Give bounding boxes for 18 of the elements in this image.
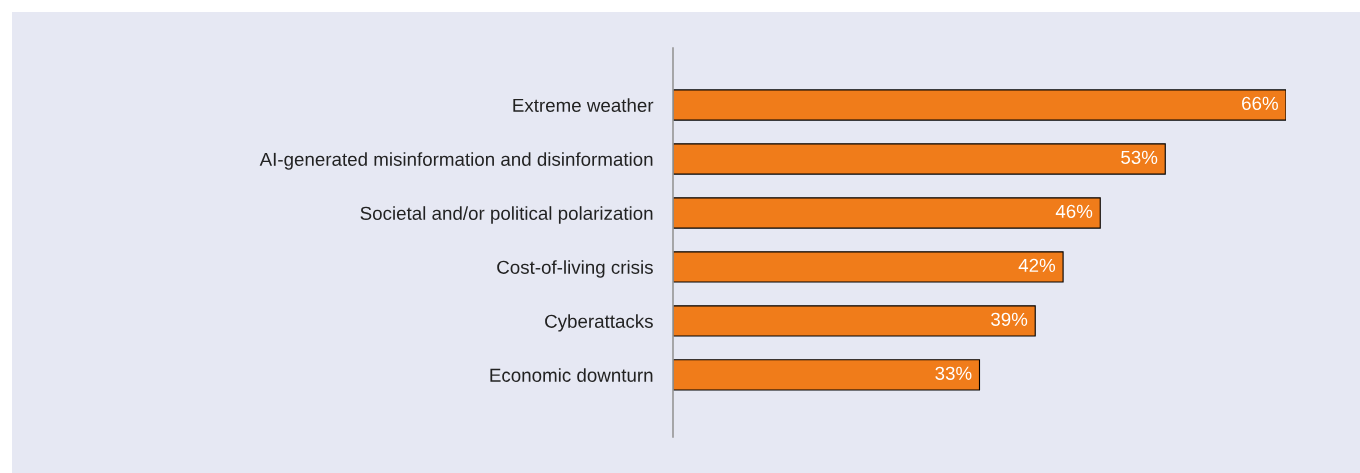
bar xyxy=(673,197,1101,229)
bar xyxy=(673,143,1166,175)
data-label: 39% xyxy=(991,312,1028,326)
data-label: 33% xyxy=(935,366,972,380)
data-label: 53% xyxy=(1121,150,1158,165)
y-tick-label: Cyberattacks xyxy=(545,314,653,332)
bar xyxy=(673,89,1286,121)
y-tick-label: Extreme weather xyxy=(513,98,654,112)
bar xyxy=(673,359,981,391)
y-tick-label: AI-generated misinformation and disinformation xyxy=(259,152,653,170)
bar xyxy=(673,305,1036,337)
data-label: 42% xyxy=(1018,258,1056,272)
y-tick-label: Cost-of-living crisis xyxy=(497,260,653,278)
bar xyxy=(673,251,1064,283)
data-label: 46% xyxy=(1055,204,1093,218)
data-label: 66% xyxy=(1242,96,1278,111)
y-tick-label: Societal and/or political polarization xyxy=(360,206,653,224)
y-tick-label: Economic downturn xyxy=(490,368,653,382)
